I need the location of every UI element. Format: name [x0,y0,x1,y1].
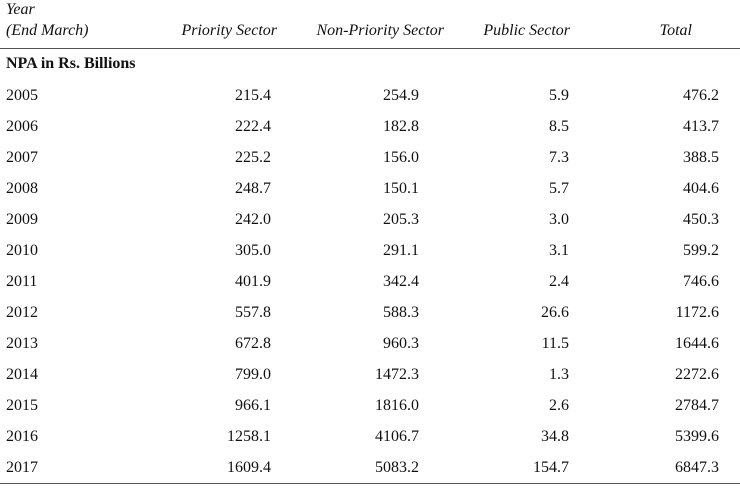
year-cell: 2006 [6,118,38,135]
non-priority-sector-cell: 291.1 [383,242,419,259]
non-priority-sector-cell: 588.3 [383,304,419,321]
year-cell: 2013 [6,335,38,352]
public-sector-cell: 5.9 [549,87,569,104]
public-sector-cell: 2.4 [549,273,569,290]
table-row: 2015 966.1 1816.0 2.6 2784.7 [0,390,740,421]
non-priority-sector-cell: 5083.2 [375,459,419,476]
year-cell: 2012 [6,304,38,321]
priority-sector-cell: 215.4 [235,87,271,104]
public-sector-cell: 5.7 [549,180,569,197]
section-title: NPA in Rs. Billions [6,55,136,72]
table-row: 2007 225.2 156.0 7.3 388.5 [0,142,740,173]
table-row: 2014 799.0 1472.3 1.3 2272.6 [0,359,740,390]
table-row: 2013 672.8 960.3 11.5 1644.6 [0,328,740,359]
priority-sector-cell: 242.0 [235,211,271,228]
priority-sector-cell: 799.0 [235,366,271,383]
table-row: 2017 1609.4 5083.2 154.7 6847.3 [0,452,740,483]
non-priority-sector-header: Non-Priority Sector [316,22,444,39]
non-priority-sector-cell: 156.0 [383,149,419,166]
table-row: 2008 248.7 150.1 5.7 404.6 [0,173,740,204]
year-cell: 2005 [6,87,38,104]
table-header: Year (End March) Priority Sector Non-Pri… [0,0,740,50]
total-cell: 1644.6 [675,335,719,352]
table-row: 2010 305.0 291.1 3.1 599.2 [0,235,740,266]
year-cell: 2008 [6,180,38,197]
total-cell: 5399.6 [675,428,719,445]
priority-sector-cell: 222.4 [235,118,271,135]
public-sector-cell: 3.1 [549,242,569,259]
priority-sector-cell: 557.8 [235,304,271,321]
public-sector-cell: 2.6 [549,397,569,414]
non-priority-sector-cell: 1816.0 [375,397,419,414]
public-sector-cell: 3.0 [549,211,569,228]
table-row: 2009 242.0 205.3 3.0 450.3 [0,204,740,235]
year-cell: 2016 [6,428,38,445]
non-priority-sector-cell: 182.8 [383,118,419,135]
table-row: 2011 401.9 342.4 2.4 746.6 [0,266,740,297]
table-row: 2005 215.4 254.9 5.9 476.2 [0,80,740,111]
non-priority-sector-cell: 342.4 [383,273,419,290]
priority-sector-cell: 1258.1 [227,428,271,445]
priority-sector-cell: 305.0 [235,242,271,259]
total-cell: 599.2 [683,242,719,259]
priority-sector-cell: 1609.4 [227,459,271,476]
public-sector-cell: 7.3 [549,149,569,166]
year-header-line2: (End March) [6,22,89,39]
total-cell: 746.6 [683,273,719,290]
total-cell: 1172.6 [675,304,719,321]
non-priority-sector-cell: 150.1 [383,180,419,197]
priority-sector-cell: 966.1 [235,397,271,414]
table-row: 2016 1258.1 4106.7 34.8 5399.6 [0,421,740,452]
year-header-line1: Year [6,1,35,18]
public-sector-cell: 26.6 [541,304,569,321]
total-cell: 6847.3 [675,459,719,476]
public-sector-cell: 1.3 [549,366,569,383]
public-sector-header: Public Sector [483,22,570,39]
total-cell: 404.6 [683,180,719,197]
non-priority-sector-cell: 960.3 [383,335,419,352]
priority-sector-cell: 225.2 [235,149,271,166]
non-priority-sector-cell: 205.3 [383,211,419,228]
priority-sector-cell: 248.7 [235,180,271,197]
public-sector-cell: 34.8 [541,428,569,445]
year-cell: 2007 [6,149,38,166]
year-cell: 2017 [6,459,38,476]
total-cell: 413.7 [683,118,719,135]
year-cell: 2015 [6,397,38,414]
priority-sector-cell: 672.8 [235,335,271,352]
year-cell: 2011 [6,273,38,290]
table-row: 2006 222.4 182.8 8.5 413.7 [0,111,740,142]
public-sector-cell: 8.5 [549,118,569,135]
table-body: 2005 215.4 254.9 5.9 476.2 2006 222.4 182.8 8.5 4… [0,80,740,483]
total-cell: 450.3 [683,211,719,228]
total-cell: 2784.7 [675,397,719,414]
year-cell: 2010 [6,242,38,259]
priority-sector-cell: 401.9 [235,273,271,290]
total-cell: 2272.6 [675,366,719,383]
non-priority-sector-cell: 4106.7 [375,428,419,445]
total-cell: 476.2 [683,87,719,104]
non-priority-sector-cell: 254.9 [383,87,419,104]
header-divider [0,48,740,49]
total-cell: 388.5 [683,149,719,166]
priority-sector-header: Priority Sector [181,22,277,39]
non-priority-sector-cell: 1472.3 [375,366,419,383]
table-row: 2012 557.8 588.3 26.6 1172.6 [0,297,740,328]
public-sector-cell: 154.7 [533,459,569,476]
total-header: Total [659,22,692,39]
year-cell: 2014 [6,366,38,383]
bottom-divider [0,483,740,484]
year-cell: 2009 [6,211,38,228]
public-sector-cell: 11.5 [541,335,569,352]
